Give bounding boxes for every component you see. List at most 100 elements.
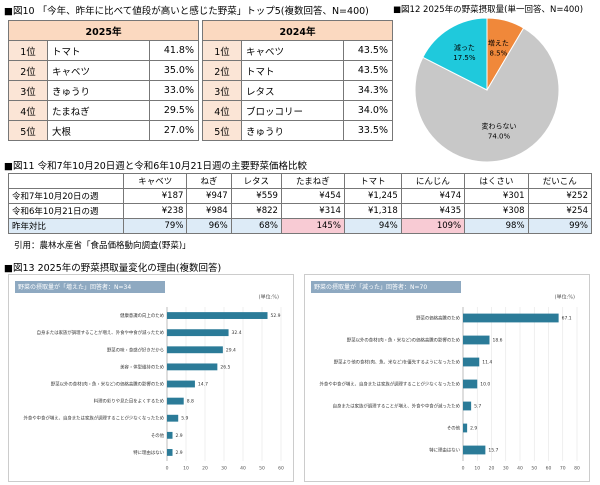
rank-row: 5位 きゅうり 33.5% (202, 120, 393, 141)
corner-cell (8, 173, 124, 189)
item: トマト (241, 60, 344, 81)
x-tick-label: 20 (202, 466, 208, 472)
value-label: 15.7 (488, 448, 498, 454)
panel-header: 野菜の摂取量が「増えた」回答者：N=34 (18, 283, 131, 291)
x-tick-label: 20 (489, 466, 495, 472)
row-label: 昨年対比 (8, 218, 124, 234)
percent: 41.8% (149, 40, 199, 61)
bar (167, 312, 268, 319)
header-row: キャベツ ねぎ レタス たまねぎ トマト にんじん はくさい だいこん (8, 173, 593, 189)
x-tick-label: 40 (517, 466, 523, 472)
price-row: 昨年対比 79% 96% 68% 145% 94% 109% 98% 99% (8, 218, 593, 234)
rank: 1位 (8, 40, 48, 61)
x-tick-label: 60 (278, 466, 284, 472)
bar (463, 357, 480, 367)
x-tick-label: 80 (574, 466, 580, 472)
table-2024: 2024年 1位 キャベツ 43.5% 2位 トマト 43.5% 3位 レタス 34.3% 4位 ブロ… (202, 20, 393, 141)
slice-label: 変わらない (482, 121, 517, 130)
vegetable-header: トマト (343, 173, 402, 189)
percent: 33.0% (149, 80, 199, 101)
category-label: 特に理由はない (429, 447, 460, 454)
percent: 43.5% (343, 60, 393, 81)
category-label: その他 (151, 432, 165, 439)
rank-row: 1位 キャベツ 43.5% (202, 40, 393, 61)
bar (463, 335, 490, 345)
price-cell: ¥238 (122, 203, 188, 219)
item: きゅうり (241, 120, 344, 141)
vegetable-header: レタス (230, 173, 282, 189)
slice-label: 減った (454, 43, 475, 52)
percent: 35.0% (149, 60, 199, 81)
price-cell: 99% (527, 218, 593, 234)
x-tick-label: 10 (474, 466, 480, 472)
category-label: 外食や中食が増え、自身または家族が調理することが少なくなったため (23, 415, 164, 422)
category-label: 野菜の味・食感が好きだから (107, 346, 164, 353)
rank-row: 2位 キャベツ 35.0% (8, 60, 199, 81)
bar (463, 445, 486, 455)
header-row: 2025年 (8, 20, 199, 41)
unit-label: (単位:%) (555, 294, 575, 301)
item: キャベツ (47, 60, 150, 81)
vegetable-header: だいこん (527, 173, 593, 189)
item: きゅうり (47, 80, 150, 101)
slice-label: 増えた (488, 38, 509, 47)
category-label: 自身または家族が調理することが増え、外食や中食が減ったため (333, 403, 460, 410)
vegetable-header: ねぎ (186, 173, 232, 189)
price-cell: ¥474 (400, 188, 466, 204)
panel-header-bg (15, 281, 165, 293)
percent: 29.5% (149, 100, 199, 121)
rank-table: 2024年 1位 キャベツ 43.5% 2位 トマト 43.5% 3位 レタス 34.3% 4位 ブロ… (202, 20, 393, 141)
value-label: 10.0 (480, 382, 490, 388)
rank-row: 3位 レタス 34.3% (202, 80, 393, 101)
price-cell: ¥454 (280, 188, 345, 204)
pie-slice (422, 17, 488, 91)
value-label: 18.6 (493, 338, 503, 344)
value-label: 11.4 (482, 360, 492, 366)
category-label: その他 (447, 425, 461, 432)
value-label: 29.4 (226, 347, 236, 353)
bar (463, 423, 468, 433)
percent: 33.5% (343, 120, 393, 141)
value-label: 32.4 (232, 330, 242, 336)
bar (463, 401, 472, 411)
bar (167, 363, 218, 371)
bar (167, 414, 179, 422)
percent: 34.0% (343, 100, 393, 121)
price-table-grid: キャベツ ねぎ レタス たまねぎ トマト にんじん はくさい だいこん 令和7年10月20日の週… (8, 173, 593, 234)
rank: 4位 (202, 100, 242, 121)
value-label: 2.9 (176, 450, 183, 456)
percent: 43.5% (343, 40, 393, 61)
x-tick-label: 70 (560, 466, 566, 472)
vegetable-header: にんじん (400, 173, 466, 189)
category-label: 外食や中食が増え、自身または家族が調理することが少なくなったため (319, 381, 460, 388)
row-label: 令和6年10月21日の週 (8, 203, 124, 219)
fig12-title: ■図12 2025年の野菜摂取量(単一回答、N=400) (393, 5, 584, 15)
bar (167, 397, 184, 405)
item: キャベツ (241, 40, 344, 61)
rank-row: 1位 トマト 41.8% (8, 40, 199, 61)
value-label: 14.7 (198, 382, 208, 388)
rank: 3位 (8, 80, 48, 101)
price-cell: ¥314 (280, 203, 345, 219)
price-cell: ¥435 (400, 203, 466, 219)
price-cell: ¥984 (186, 203, 232, 219)
category-label: 料理の彩りや見た目をよくするため (94, 398, 164, 405)
table-2025: 2025年 1位 トマト 41.8% 2位 キャベツ 35.0% 3位 きゅうり 33.0% 4位た… (8, 20, 199, 141)
percent: 34.3% (343, 80, 393, 101)
year-header: 2024年 (202, 20, 393, 41)
value-label: 2.9 (470, 426, 477, 432)
rank: 4位 (8, 100, 48, 121)
price-cell: 145% (280, 218, 345, 234)
category-label: 野菜以外の食材(肉・魚・米など)の価格高騰の影響のため (347, 337, 460, 344)
x-tick-label: 30 (221, 466, 227, 472)
bar (167, 329, 229, 337)
item: たまねぎ (47, 100, 150, 121)
price-row: 令和6年10月21日の週 ¥238 ¥984 ¥822 ¥314 ¥1,318 ¥435 ¥3… (8, 203, 593, 219)
bar (167, 431, 173, 439)
bar (463, 379, 478, 389)
price-cell: 96% (186, 218, 232, 234)
price-row: 令和7年10月20日の週 ¥187 ¥947 ¥559 ¥454 ¥1,245 ¥474 ¥3… (8, 188, 593, 204)
x-tick-label: 0 (462, 466, 465, 472)
fig11-title: ■図11 令和7年10月20日週と令和6年10月21日週の主要野菜価格比較 (4, 161, 308, 172)
